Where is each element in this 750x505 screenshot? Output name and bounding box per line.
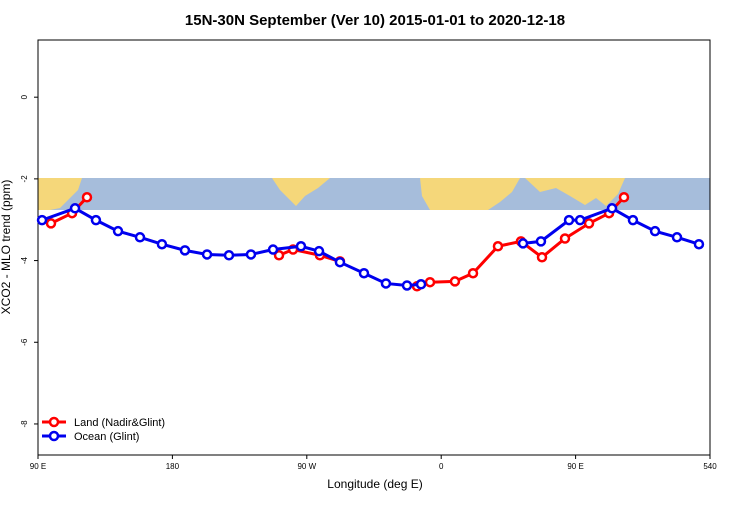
point <box>583 218 595 229</box>
point <box>606 203 618 214</box>
point <box>69 203 81 214</box>
map-band <box>38 178 710 210</box>
point <box>380 278 392 289</box>
y-axis-label: XCO2 - MLO trend (ppm) <box>0 180 13 315</box>
y-tick-label: -2 <box>20 175 29 183</box>
point <box>618 192 630 203</box>
y-tick-label: -6 <box>20 338 29 346</box>
series-line <box>41 206 700 287</box>
point <box>223 250 235 261</box>
point <box>112 225 124 237</box>
point <box>536 252 548 263</box>
point <box>467 267 479 279</box>
y-tick-label: -4 <box>20 256 29 264</box>
x-tick-label: 90 E <box>567 462 583 471</box>
point <box>36 214 48 226</box>
point <box>45 218 57 229</box>
legend-label: Ocean (Glint) <box>74 431 139 443</box>
legend-marker <box>48 416 60 428</box>
point <box>295 241 307 252</box>
x-tick-label: 540 <box>703 462 717 471</box>
point <box>517 238 529 249</box>
point <box>627 214 639 226</box>
point <box>273 250 285 261</box>
point <box>90 214 102 226</box>
point <box>574 214 586 226</box>
x-tick-label: 90 W <box>297 462 316 471</box>
chart-title: 15N-30N September (Ver 10) 2015-01-01 to… <box>185 12 565 29</box>
point <box>245 249 257 260</box>
legend-marker <box>48 430 60 442</box>
legend-label: Land (Nadir&Glint) <box>74 417 165 429</box>
point <box>81 192 93 203</box>
point <box>179 245 191 256</box>
point <box>201 249 213 260</box>
x-tick-label: 0 <box>439 462 444 471</box>
point <box>449 276 461 287</box>
point <box>415 279 427 290</box>
x-tick-label: 90 E <box>30 462 46 471</box>
point <box>313 245 325 257</box>
point <box>134 232 146 243</box>
point <box>401 280 413 291</box>
point <box>693 238 705 250</box>
y-tick-label: -8 <box>20 420 29 428</box>
point <box>267 244 279 255</box>
point <box>424 276 436 288</box>
y-tick-label: 0 <box>20 94 29 99</box>
point <box>671 232 683 243</box>
point <box>559 233 571 244</box>
point <box>492 241 504 252</box>
plot-frame <box>37 39 711 456</box>
point <box>334 256 346 268</box>
point <box>156 238 168 250</box>
point <box>535 236 547 247</box>
x-axis-label: Longitude (deg E) <box>327 477 422 491</box>
point <box>358 267 370 279</box>
point <box>649 225 661 237</box>
point <box>563 214 575 226</box>
x-tick-label: 180 <box>166 462 180 471</box>
